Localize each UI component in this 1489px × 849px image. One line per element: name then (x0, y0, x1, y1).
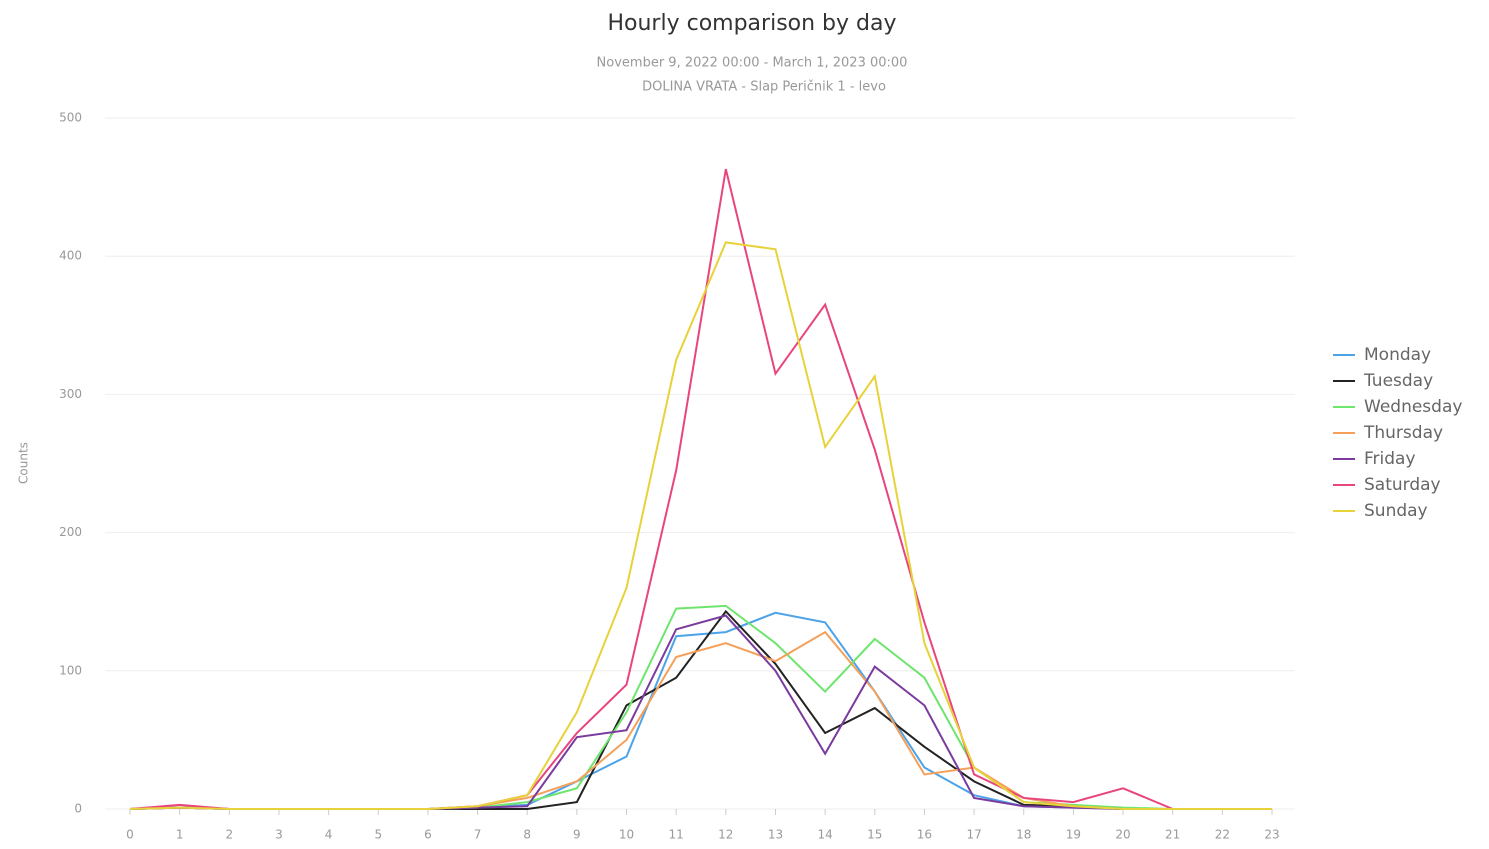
y-tick-label: 400 (59, 249, 82, 263)
x-tick-label: 6 (424, 828, 432, 842)
x-tick-label: 4 (325, 828, 333, 842)
legend-label: Sunday (1364, 501, 1428, 521)
y-tick-label: 0 (74, 802, 82, 816)
legend-label: Friday (1364, 449, 1416, 469)
legend-label: Tuesday (1363, 371, 1433, 391)
x-tick-label: 2 (225, 828, 233, 842)
x-tick-label: 7 (474, 828, 482, 842)
x-tick-label: 0 (126, 828, 134, 842)
legend-label: Wednesday (1364, 397, 1462, 417)
legend-label: Monday (1364, 345, 1431, 365)
x-tick-label: 11 (669, 828, 684, 842)
legend-label: Thursday (1363, 423, 1443, 443)
x-tick-label: 14 (817, 828, 832, 842)
x-tick-label: 10 (619, 828, 634, 842)
x-tick-label: 22 (1215, 828, 1230, 842)
x-tick-label: 19 (1066, 828, 1081, 842)
line (129, 609, 1272, 810)
legend-label: Saturday (1364, 475, 1441, 495)
x-tick-label: 13 (768, 828, 783, 842)
line (129, 168, 1272, 810)
x-tick-label: 20 (1115, 828, 1130, 842)
y-axis-label: Counts (17, 442, 31, 484)
subtitle: DOLINA VRATA - Slap Peričnik 1 - levo (642, 80, 886, 95)
line (129, 611, 1272, 810)
subtitle: November 9, 2022 00:00 - March 1, 2023 0… (597, 56, 908, 71)
x-tick-label: 23 (1264, 828, 1279, 842)
x-tick-label: 8 (523, 828, 531, 842)
y-tick-label: 100 (59, 663, 82, 677)
x-tick-label: 1 (176, 828, 184, 842)
x-tick-label: 18 (1016, 828, 1031, 842)
x-tick-label: 12 (718, 828, 733, 842)
y-tick-label: 300 (59, 387, 82, 401)
x-tick-label: 15 (867, 828, 882, 842)
x-tick-label: 17 (966, 828, 981, 842)
y-tick-label: 500 (59, 111, 82, 125)
line (129, 241, 1272, 810)
line (129, 604, 1272, 810)
x-tick-label: 3 (275, 828, 283, 842)
line (129, 630, 1272, 810)
x-tick-label: 5 (374, 828, 382, 842)
x-tick-label: 16 (917, 828, 932, 842)
y-tick-label: 200 (59, 525, 82, 539)
x-tick-label: 9 (573, 828, 581, 842)
chart-title: Hourly comparison by day (607, 11, 896, 36)
x-tick-label: 21 (1165, 828, 1180, 842)
